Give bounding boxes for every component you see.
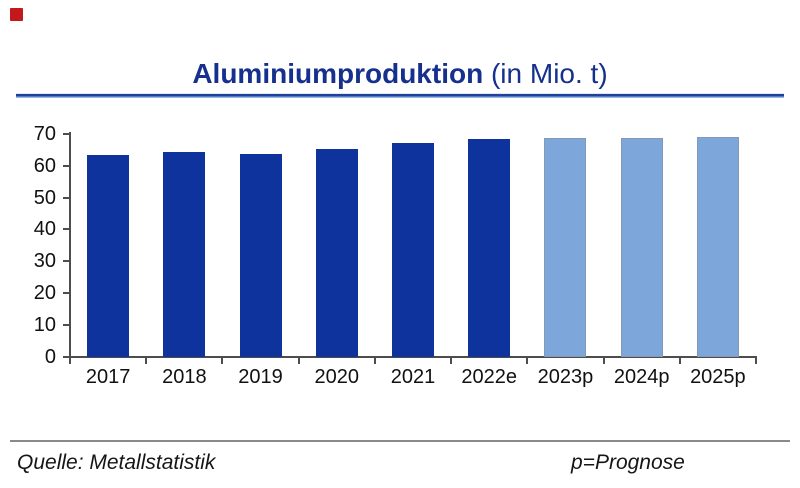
y-axis [69,131,71,359]
y-tick-label: 20 [33,282,56,305]
y-tick [63,196,69,199]
x-tick [373,358,376,364]
red-square-logo-icon [10,8,23,21]
x-tick-label: 2024p [613,366,670,388]
y-tick-label: 0 [44,346,56,368]
forecast-note: p=Prognose [571,451,685,474]
x-tick [69,358,71,364]
bar-2021 [392,142,434,357]
y-tick [63,228,69,231]
bar-2018 [163,151,206,357]
y-tick-label: 30 [33,250,56,273]
page-title-main: Aluminiumproduktion [192,58,484,89]
x-tick [145,358,148,364]
y-tick [63,356,69,358]
x-tick-label: 2022e [461,366,518,388]
y-tick [63,132,69,135]
x-tick-label: 2018 [162,366,207,388]
x-axis [69,356,757,358]
bar-2020 [315,148,358,357]
x-tick [526,358,529,364]
y-tick [63,292,69,295]
bar-2024p [620,137,663,357]
bar-2025p [696,136,739,357]
y-tick [63,164,69,167]
bar-2022e [468,138,511,357]
x-tick [602,358,605,364]
x-tick [678,358,681,364]
x-tick [755,358,757,364]
x-tick-label: 2017 [85,366,131,388]
source-note: Quelle: Metallstatistik [17,451,216,474]
y-tick [63,324,69,327]
page-title: Aluminiumproduktion (in Mio. t) [0,58,800,90]
y-tick-label: 70 [33,122,56,145]
x-tick [221,358,224,364]
x-tick-label: 2019 [238,366,283,388]
bar-2023p [544,138,587,357]
y-tick-label: 40 [33,218,56,241]
y-tick-label: 60 [33,154,56,177]
page-title-unit: (in Mio. t) [483,58,608,89]
y-tick [63,260,69,263]
x-tick-label: 2020 [314,366,360,388]
bar-2017 [87,154,130,357]
x-tick [450,358,453,364]
bar-2019 [239,153,282,357]
y-tick-label: 50 [33,186,56,209]
y-tick-label: 10 [33,314,56,337]
x-tick-label: 2023p [537,366,594,388]
x-tick-label: 2025p [690,366,746,388]
title-underline [16,93,784,98]
x-tick [297,358,300,364]
x-tick-label: 2021 [390,366,436,388]
footer-divider [10,440,790,442]
